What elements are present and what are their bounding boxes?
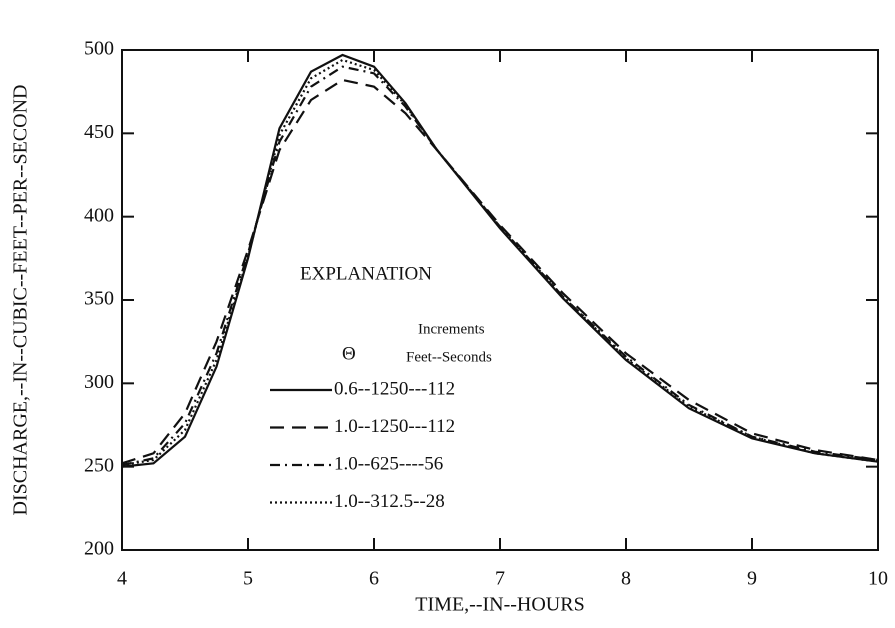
y-axis-title: DISCHARGE,--IN--CUBIC--FEET--PER--SECOND: [10, 85, 32, 516]
y-tick-label: 300: [84, 371, 114, 393]
y-tick-label: 250: [84, 454, 114, 476]
series-line: [121, 78, 879, 465]
x-tick-label: 8: [621, 568, 631, 590]
legend-header: Increments: [418, 321, 485, 337]
legend-label: 1.0--312.5--28: [334, 491, 445, 512]
legend-symbol: Θ: [342, 343, 356, 364]
legend-title: EXPLANATION: [300, 263, 432, 284]
y-tick-label: 350: [84, 288, 114, 310]
x-tick-label: 5: [243, 568, 253, 590]
x-tick-label: 10: [868, 568, 888, 590]
y-tick-label: 450: [84, 121, 114, 143]
legend-label: 1.0--625----56: [334, 453, 443, 474]
series-line: [121, 65, 879, 467]
x-tick-label: 9: [747, 568, 757, 590]
x-tick-label: 6: [369, 568, 379, 590]
series-line: [121, 58, 879, 467]
x-tick-label: 4: [117, 568, 127, 590]
y-tick-label: 500: [84, 38, 114, 60]
legend-label: 1.0--1250---112: [334, 416, 455, 437]
legend-label: 0.6--1250---112: [334, 378, 455, 399]
y-tick-label: 400: [84, 204, 114, 226]
series-line: [121, 53, 879, 468]
x-tick-label: 7: [495, 568, 505, 590]
legend-subheader: Feet--Seconds: [406, 349, 492, 365]
x-axis-title: TIME,--IN--HOURS: [415, 594, 584, 616]
y-tick-label: 200: [84, 538, 114, 560]
